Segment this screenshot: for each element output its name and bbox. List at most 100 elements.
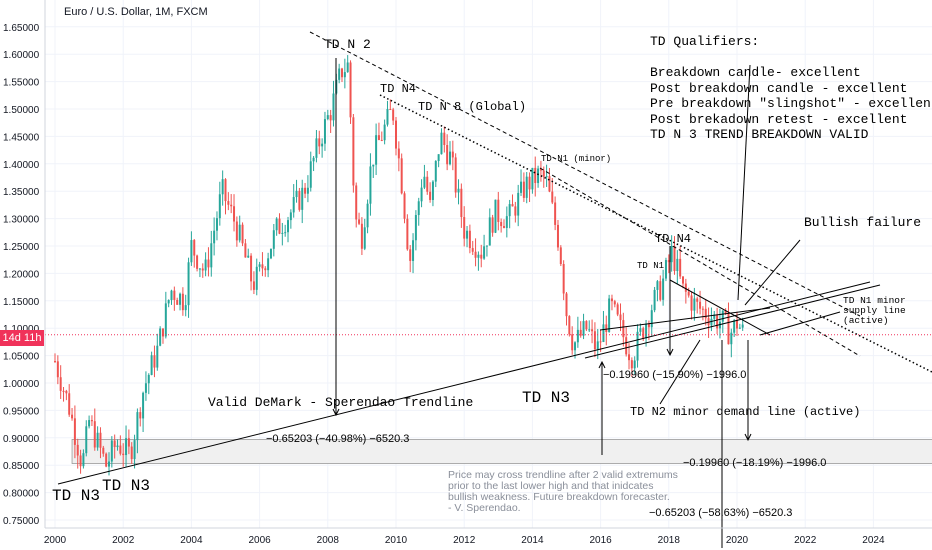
candle-body [522,181,525,198]
trend-lines [45,31,932,548]
pointer-line [744,239,801,306]
candle-body [210,243,213,268]
candle-body [721,310,724,322]
label-td-n1: TD N1 [637,261,664,271]
candle-body [571,334,574,351]
candle-body [636,331,639,361]
y-tick-label: 0.90000 [3,434,40,445]
candle-body [448,151,451,165]
candle-body [730,332,733,345]
y-tick-label: 1.15000 [3,297,40,308]
y-tick-label: 1.30000 [3,215,40,226]
candle-body [289,212,292,221]
candle-body [403,193,406,219]
candle-body [406,218,409,250]
candle-body [167,300,170,304]
candle-body [608,298,611,332]
candle-body [304,187,307,194]
candle-body [568,316,571,335]
label-td-n4-right: TD N4 [655,232,691,246]
candle-body [306,187,309,194]
candle-body [667,260,670,263]
x-tick-label: 2004 [180,535,203,546]
arrowhead [332,408,340,417]
candle-body [431,181,434,200]
candle-body [457,188,460,193]
candle-body [670,246,673,263]
candle-body [113,440,116,448]
td-n8-dotted [379,94,932,373]
y-tick-label: 0.80000 [3,489,40,500]
candle-body [133,440,136,460]
candle-body [491,217,494,233]
candle-body [215,218,218,231]
y-tick-label: 1.65000 [3,23,40,34]
label-valid-demark: Valid DeMark - Sperendao Trendline [208,395,473,410]
candle-body [341,68,344,78]
candle-body [298,190,301,210]
candle-body [261,264,264,269]
label-td-n3-left2: TD N3 [102,477,150,495]
candle-body [582,321,585,336]
candle-body [142,392,145,419]
candle-body [349,62,352,118]
candle-body [363,227,366,249]
candle-body [738,327,741,329]
candle-body [664,260,667,279]
candle-body [250,255,253,282]
candle-body [647,323,650,328]
candle-body [412,240,415,261]
candle-body [704,308,707,319]
candle-body [710,318,713,326]
candle-body [227,201,230,205]
candle-body [562,264,565,294]
candle-body [241,224,244,244]
x-tick-label: 2016 [589,535,612,546]
candle-body [187,262,190,306]
candle-body [423,176,426,188]
label-td-n3-mid: TD N3 [522,389,570,407]
candle-body [71,414,74,419]
x-tick-label: 2002 [112,535,135,546]
candle-body [170,290,173,301]
candle-body [181,293,184,311]
candle-body [494,199,497,233]
candle-body [258,264,261,267]
candle-body [218,194,221,219]
label-measure-4: −0.65203 (−58.63%) −6520.3 [649,507,792,519]
candle-body [82,453,85,467]
x-tick-label: 2020 [726,535,749,546]
label-bullish-failure: Bullish failure [804,215,921,230]
candle-body [184,305,187,311]
candle-body [508,204,511,217]
candle-body [696,298,699,302]
candle-body [85,426,88,454]
minor-demand [599,307,771,331]
label-measure-2: −0.19960 (−15.90%) −1996.0 [603,369,746,381]
candle-body [579,329,582,336]
label-td-n2: TD N 2 [324,37,371,52]
candle-body [534,167,537,184]
candle-body [107,461,110,467]
candle-body [247,255,250,258]
candle-body [338,68,341,80]
candle-body [687,291,690,296]
candle-body [377,135,380,140]
candle-body [201,268,204,271]
candle-body [619,314,622,321]
candle-body [528,176,531,190]
candle-body [360,223,363,249]
candle-body [548,176,551,192]
candle-body [673,246,676,272]
target-zone [71,439,932,464]
candle-body [153,355,156,368]
candle-body [741,324,744,328]
y-tick-label: 0.85000 [3,461,40,472]
candle-body [164,303,167,337]
candle-body [144,383,147,393]
candle-body [179,293,182,305]
y-tick-label: 1.05000 [3,352,40,363]
label-td-n2-demand: TD N2 minor demand line (active) [630,405,860,419]
y-tick-label: 1.25000 [3,242,40,253]
